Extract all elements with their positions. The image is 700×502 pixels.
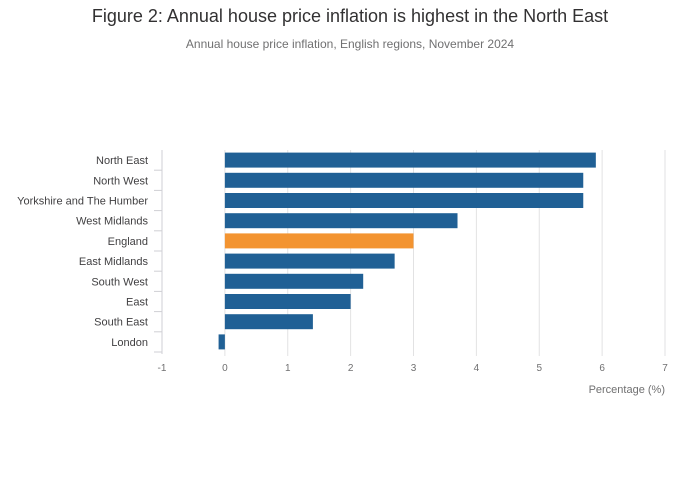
bar-east-midlands: [224, 253, 395, 269]
bar-england: [224, 233, 414, 249]
bar-london: [218, 334, 225, 350]
x-tick-label: 7: [662, 363, 668, 374]
bar-south-east: [224, 314, 313, 330]
category-axis: North East North West Yorkshire and The Hu…: [17, 150, 163, 354]
category-label: North East: [96, 155, 148, 167]
bar-north-east: [224, 152, 596, 168]
bar-south-west: [224, 273, 364, 289]
category-label: South West: [91, 276, 148, 288]
x-tick-label: 4: [474, 363, 480, 374]
category-label: North West: [93, 175, 148, 187]
x-tick-label: 5: [536, 363, 542, 374]
category-label: Yorkshire and The Humber: [17, 196, 148, 208]
bar-east: [224, 294, 351, 309]
bars: [218, 152, 596, 350]
x-tick-label: 0: [222, 363, 228, 374]
x-tick-label: -1: [158, 363, 167, 374]
chart-subtitle: Annual house price inflation, English re…: [185, 37, 515, 51]
category-label: East: [126, 297, 148, 309]
x-tick-label: 6: [599, 363, 605, 374]
bar-west-midlands: [224, 213, 458, 229]
x-axis-title: Percentage (%): [589, 384, 665, 396]
value-axis: -1 0 1 2 3 4 5 6 7: [158, 363, 669, 374]
x-tick-label: 2: [348, 363, 354, 374]
category-label: East Midlands: [79, 256, 149, 268]
x-tick-label: 3: [411, 363, 417, 374]
chart-title: Figure 2: Annual house price inflation i…: [91, 6, 609, 26]
category-label: London: [111, 337, 148, 349]
bar-north-west: [224, 172, 584, 188]
category-label: West Midlands: [76, 216, 148, 228]
category-label: England: [108, 236, 148, 248]
x-tick-label: 1: [285, 363, 291, 374]
bar-yorkshire-and-the-humber: [224, 193, 584, 208]
category-label: South East: [94, 317, 148, 329]
